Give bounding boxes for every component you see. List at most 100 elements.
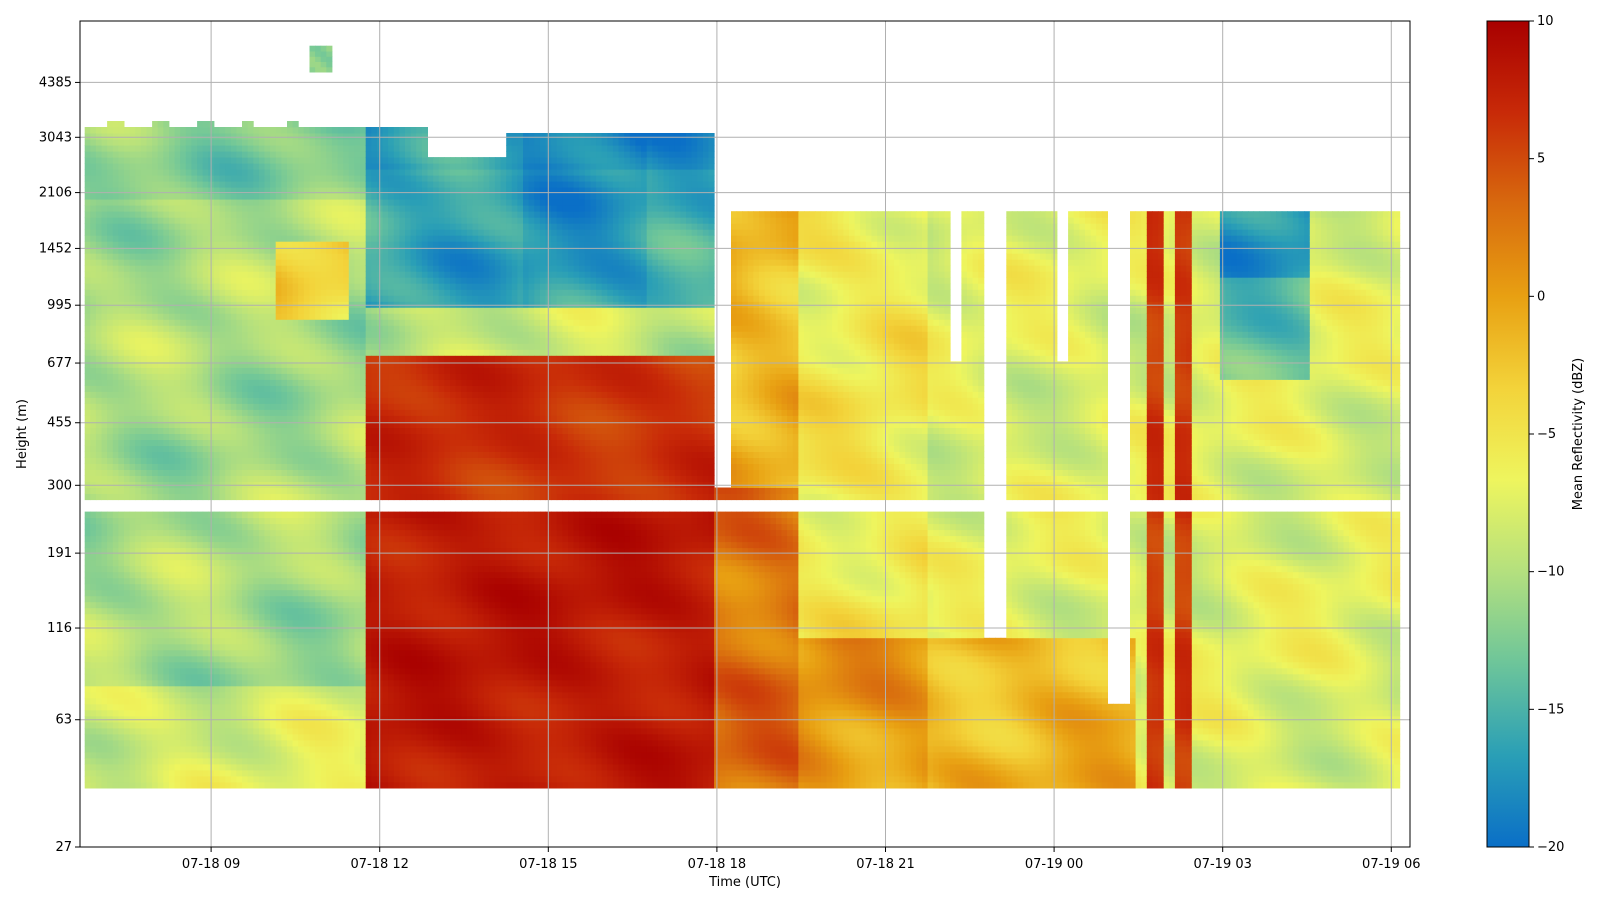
heatmap-cell	[135, 373, 141, 380]
heatmap-cell	[135, 482, 141, 489]
heatmap-cell	[85, 283, 91, 290]
heatmap-cell	[90, 367, 96, 374]
heatmap-cell	[102, 349, 108, 356]
heatmap-cell	[141, 764, 147, 771]
heatmap-cell	[118, 217, 124, 224]
heatmap-cell	[175, 758, 181, 765]
heatmap-cell	[158, 614, 164, 621]
heatmap-cell	[90, 295, 96, 302]
heatmap-cell	[118, 295, 124, 302]
heatmap-cell	[113, 241, 119, 248]
heatmap-cell	[169, 674, 175, 681]
heatmap-cell	[102, 265, 108, 272]
heatmap-cell	[85, 518, 91, 525]
heatmap-cell	[169, 482, 175, 489]
heatmap-cell	[96, 746, 102, 753]
heatmap-cell	[135, 193, 141, 200]
heatmap-cell	[158, 686, 164, 693]
heatmap-cell	[158, 121, 164, 128]
heatmap-cell	[85, 464, 91, 471]
heatmap-cell	[130, 397, 136, 404]
heatmap-cell	[90, 434, 96, 441]
heatmap-cell	[135, 265, 141, 272]
heatmap-cell	[147, 253, 153, 260]
heatmap-cell	[124, 764, 130, 771]
heatmap-cell	[130, 476, 136, 483]
heatmap-cell	[90, 470, 96, 477]
heatmap-cell	[113, 307, 119, 314]
heatmap-cell	[124, 139, 130, 146]
heatmap-cell	[113, 782, 119, 789]
heatmap-cell	[169, 764, 175, 771]
heatmap-cell	[124, 590, 130, 597]
heatmap-cell	[163, 518, 169, 525]
heatmap-cell	[107, 614, 113, 621]
heatmap-cell	[113, 211, 119, 218]
heatmap-cell	[102, 770, 108, 777]
heatmap-cell	[124, 698, 130, 705]
heatmap-cell	[152, 584, 158, 591]
heatmap-cell	[96, 566, 102, 573]
heatmap-cell	[158, 716, 164, 723]
heatmap-cell	[163, 343, 169, 350]
heatmap-cell	[96, 271, 102, 278]
heatmap-cell	[96, 764, 102, 771]
heatmap-cell	[124, 566, 130, 573]
heatmap-cell	[102, 584, 108, 591]
heatmap-cell	[152, 403, 158, 410]
heatmap-cell	[124, 662, 130, 669]
heatmap-cell	[158, 331, 164, 338]
heatmap-cell	[163, 674, 169, 681]
heatmap-cell	[96, 518, 102, 525]
heatmap-cell	[90, 301, 96, 308]
heatmap-cell	[113, 512, 119, 518]
heatmap-cell	[147, 512, 153, 518]
heatmap-cell	[152, 770, 158, 777]
heatmap-cell	[107, 710, 113, 717]
heatmap-cell	[169, 458, 175, 465]
heatmap-cell	[118, 175, 124, 182]
heatmap-cell	[158, 566, 164, 573]
heatmap-cell	[107, 602, 113, 609]
heatmap-cell	[107, 656, 113, 663]
heatmap-cell	[169, 205, 175, 212]
heatmap-cell	[96, 494, 102, 501]
heatmap-cell	[130, 560, 136, 567]
heatmap-cell	[124, 710, 130, 717]
heatmap-cell	[85, 325, 91, 332]
heatmap-cell	[147, 758, 153, 765]
heatmap-cell	[152, 193, 158, 200]
heatmap-cell	[152, 265, 158, 272]
heatmap-cell	[169, 271, 175, 278]
heatmap-cell	[141, 674, 147, 681]
heatmap-cell	[158, 458, 164, 465]
heatmap-cell	[147, 391, 153, 398]
heatmap-cell	[107, 452, 113, 459]
heatmap-cell	[169, 476, 175, 483]
heatmap-cell	[113, 596, 119, 603]
heatmap-cell	[102, 277, 108, 284]
heatmap-cell	[163, 470, 169, 477]
heatmap-cell	[102, 385, 108, 392]
heatmap-cell	[96, 163, 102, 170]
heatmap-cell	[118, 578, 124, 585]
heatmap-cell	[163, 704, 169, 711]
heatmap-cell	[163, 301, 169, 308]
heatmap-cell	[169, 355, 175, 362]
heatmap-cell	[124, 391, 130, 398]
heatmap-cell	[130, 385, 136, 392]
heatmap-cell	[118, 560, 124, 567]
heatmap-cell	[175, 740, 181, 747]
heatmap-cell	[118, 301, 124, 308]
heatmap-cell	[152, 626, 158, 633]
heatmap-cell	[147, 632, 153, 639]
heatmap-cell	[96, 680, 102, 687]
heatmap-cell	[113, 271, 119, 278]
heatmap-cell	[147, 782, 153, 789]
heatmap-cell	[90, 415, 96, 422]
heatmap-cell	[152, 409, 158, 416]
heatmap-cell	[118, 145, 124, 152]
heatmap-cell	[90, 554, 96, 561]
heatmap-cell	[85, 476, 91, 483]
heatmap-cell	[102, 403, 108, 410]
